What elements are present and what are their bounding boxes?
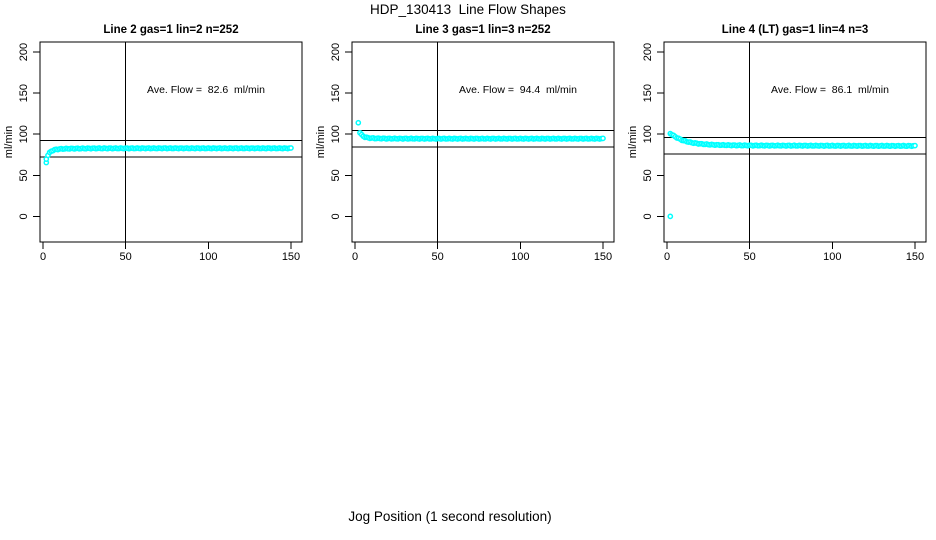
svg-text:50: 50 — [330, 169, 342, 181]
svg-text:50: 50 — [18, 169, 30, 181]
svg-text:150: 150 — [282, 251, 300, 263]
svg-text:50: 50 — [642, 169, 654, 181]
svg-text:150: 150 — [18, 84, 30, 102]
svg-text:150: 150 — [642, 84, 654, 102]
svg-text:ml/min: ml/min — [627, 126, 639, 158]
svg-text:200: 200 — [330, 43, 342, 61]
svg-text:100: 100 — [511, 251, 529, 263]
svg-text:0: 0 — [642, 213, 654, 219]
plot-area-line3: 0 50 100 150 200 0 50 100 150 ml/min — [315, 41, 615, 263]
svg-text:100: 100 — [642, 125, 654, 143]
svg-text:200: 200 — [642, 43, 654, 61]
plot-line2-flow: Line 2 gas=1 lin=2 n=252 Ave. Flow = 82.… — [3, 24, 303, 263]
svg-text:150: 150 — [594, 251, 612, 263]
plot-line3-flow: Line 3 gas=1 lin=3 n=252 Ave. Flow = 94.… — [315, 24, 615, 263]
ave-flow-annotation-line3: Ave. Flow = 94.4 ml/min — [459, 84, 577, 96]
plot-area-line2: 0 50 100 150 200 0 50 100 150 ml/min — [3, 41, 303, 263]
svg-text:100: 100 — [18, 125, 30, 143]
ave-flow-annotation-line2: Ave. Flow = 82.6 ml/min — [147, 84, 265, 96]
panel-title-line2: Line 2 gas=1 lin=2 n=252 — [103, 24, 238, 36]
panel-title-line3: Line 3 gas=1 lin=3 n=252 — [415, 24, 550, 36]
x-axis-label: Jog Position (1 second resolution) — [348, 509, 552, 524]
svg-text:200: 200 — [18, 43, 30, 61]
svg-text:150: 150 — [906, 251, 924, 263]
svg-text:50: 50 — [120, 251, 132, 263]
svg-text:0: 0 — [352, 251, 358, 263]
svg-text:0: 0 — [664, 251, 670, 263]
plot-area-line4: 0 50 100 150 200 0 50 100 150 ml/min — [627, 41, 927, 263]
svg-text:50: 50 — [432, 251, 444, 263]
svg-text:0: 0 — [40, 251, 46, 263]
svg-text:ml/min: ml/min — [315, 126, 327, 158]
svg-text:0: 0 — [330, 213, 342, 219]
svg-text:ml/min: ml/min — [3, 126, 15, 158]
panel-title-line4: Line 4 (LT) gas=1 lin=4 n=3 — [722, 24, 868, 36]
plot-line4-flow: Line 4 (LT) gas=1 lin=4 n=3 Ave. Flow = … — [627, 24, 927, 263]
svg-text:100: 100 — [199, 251, 217, 263]
svg-text:50: 50 — [744, 251, 756, 263]
ave-flow-annotation-line4: Ave. Flow = 86.1 ml/min — [771, 84, 889, 96]
svg-text:0: 0 — [18, 213, 30, 219]
chart-title: HDP_130413 Line Flow Shapes — [370, 2, 566, 17]
svg-text:150: 150 — [330, 84, 342, 102]
svg-text:100: 100 — [823, 251, 841, 263]
svg-text:100: 100 — [330, 125, 342, 143]
